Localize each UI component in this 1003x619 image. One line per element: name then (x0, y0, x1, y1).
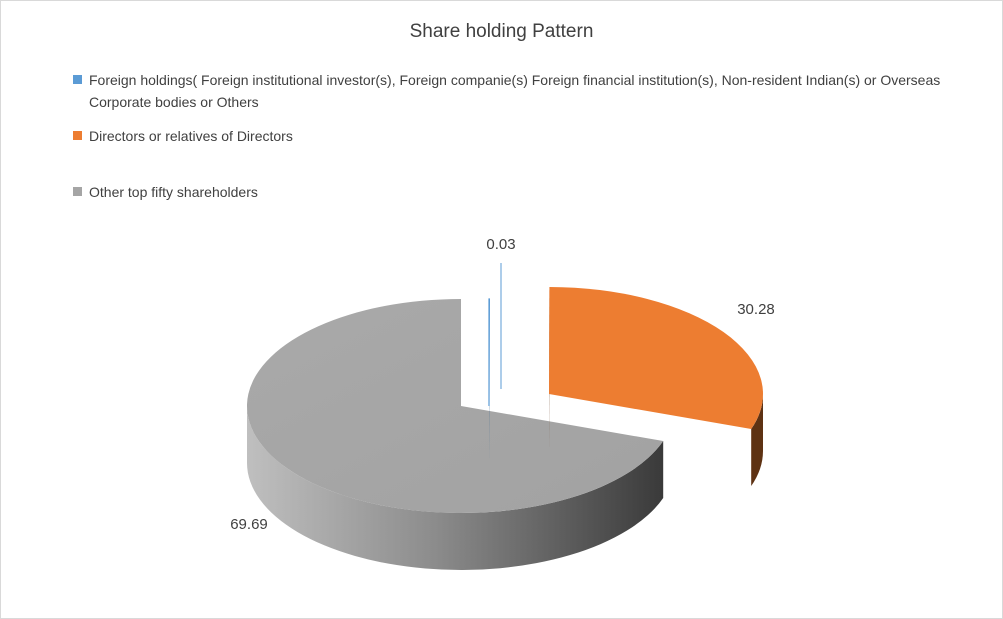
data-label-1: 30.28 (737, 301, 775, 318)
legend-label-other-top-fifty: Other top fifty shareholders (89, 184, 258, 200)
chart-title: Share holding Pattern (409, 21, 594, 42)
legend-item-directors: Directors or relatives of Directors (73, 125, 954, 147)
pie-slice-2 (246, 299, 664, 570)
legend-swatch-foreign-holdings (73, 75, 82, 84)
data-label-2: 69.69 (230, 516, 268, 533)
data-label-0: 0.03 (486, 236, 515, 253)
legend-item-foreign-holdings: Foreign holdings( Foreign institutional … (73, 69, 954, 113)
legend-label-foreign-holdings: Foreign holdings( Foreign institutional … (89, 72, 941, 110)
legend-swatch-other-top-fifty (73, 187, 82, 196)
legend-label-directors: Directors or relatives of Directors (89, 128, 293, 144)
pie-slice-1 (549, 287, 763, 487)
legend-swatch-directors (73, 131, 82, 140)
legend-item-other-top-fifty: Other top fifty shareholders (73, 181, 954, 203)
